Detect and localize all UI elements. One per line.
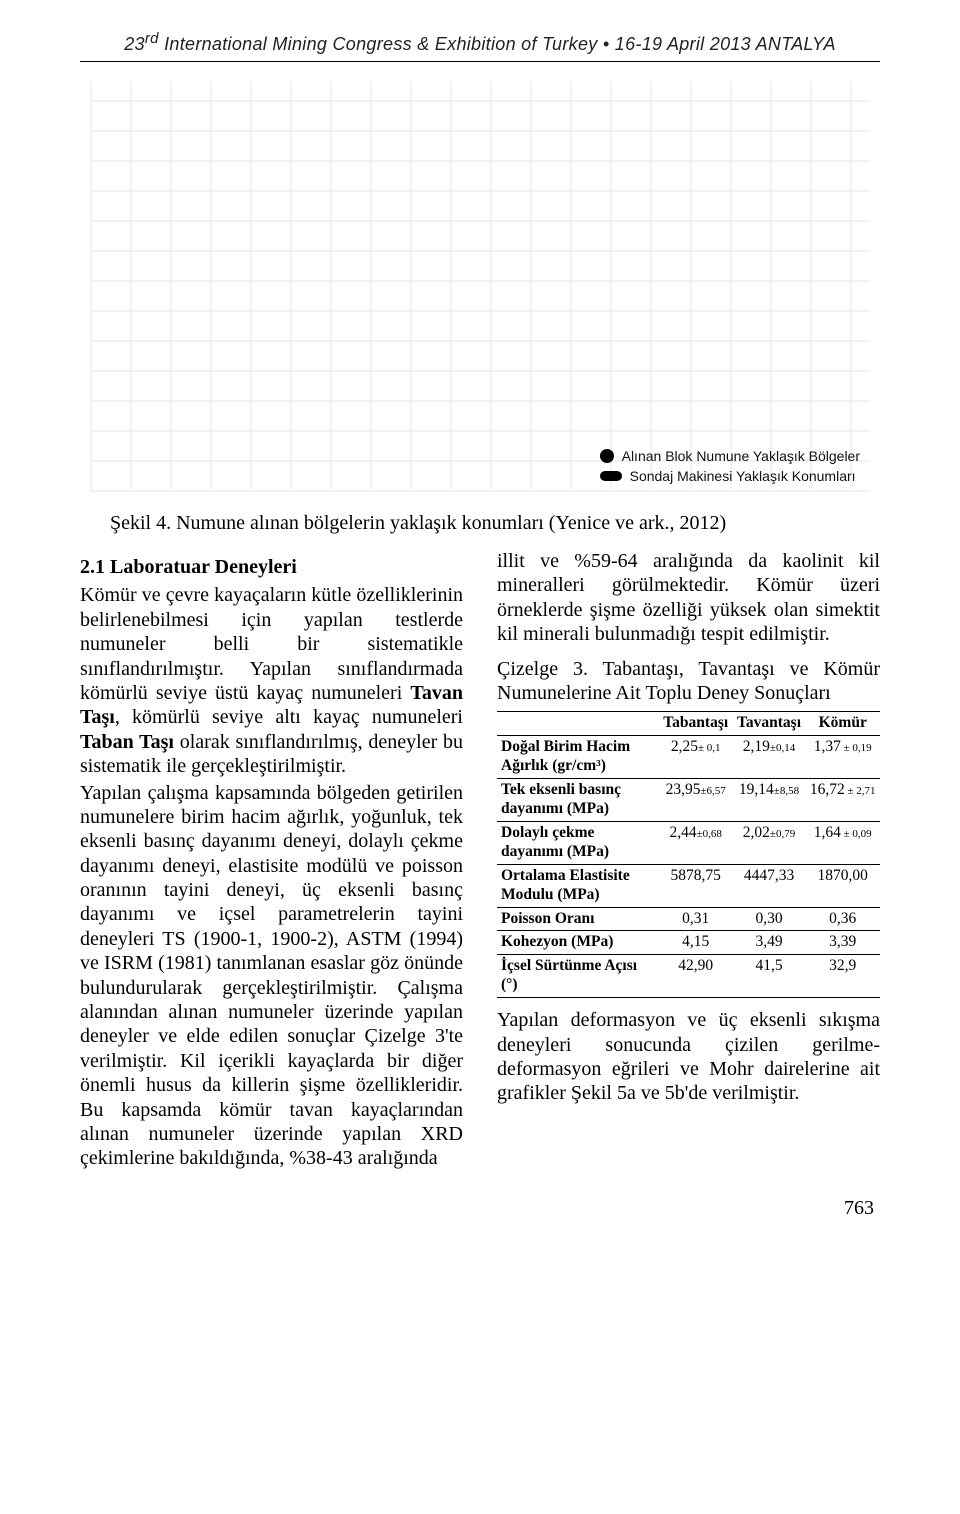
row-label: Dolaylı çekme dayanımı (MPa) xyxy=(497,821,659,864)
p1c: , kömürlü seviye altı kayaç numuneleri xyxy=(115,706,463,728)
page-number: 763 xyxy=(80,1197,880,1220)
page: 23rd International Mining Congress & Exh… xyxy=(0,0,960,1250)
th-blank xyxy=(497,712,659,736)
row-cell: 2,25± 0,1 xyxy=(659,736,733,779)
row-label: İçsel Sürtünme Açısı (°) xyxy=(497,955,659,998)
header-text: International Mining Congress & Exhibiti… xyxy=(164,34,836,54)
row-label: Doğal Birim Hacim Ağırlık (gr/cm³) xyxy=(497,736,659,779)
row-cell: 2,19±0,14 xyxy=(733,736,806,779)
legend-1-text: Alınan Blok Numune Yaklaşık Bölgeler xyxy=(622,448,860,464)
row-cell: 4447,33 xyxy=(733,864,806,907)
row-label: Poisson Oranı xyxy=(497,907,659,931)
legend-line-icon xyxy=(600,471,622,481)
row-label: Kohezyon (MPa) xyxy=(497,931,659,955)
legend-row-1: Alınan Blok Numune Yaklaşık Bölgeler xyxy=(600,448,860,464)
row-cell: 32,9 xyxy=(805,955,880,998)
right-paragraph-2: Yapılan deformasyon ve üç eksenli sıkışm… xyxy=(497,1008,880,1106)
row-cell: 16,72 ± 2,71 xyxy=(805,779,880,822)
legend-row-2: Sondaj Makinesi Yaklaşık Konumları xyxy=(600,468,860,484)
running-header: 23rd International Mining Congress & Exh… xyxy=(80,30,880,55)
legend-2-text: Sondaj Makinesi Yaklaşık Konumları xyxy=(630,468,856,484)
left-paragraph-1: Kömür ve çevre kayaçaların kütle özellik… xyxy=(80,583,463,778)
left-paragraph-2: Yapılan çalışma kapsamında bölgeden geti… xyxy=(80,781,463,1171)
row-cell: 4,15 xyxy=(659,931,733,955)
right-column: illit ve %59-64 aralığında da kaolinit k… xyxy=(497,549,880,1173)
left-column: 2.1 Laboratuar Deneyleri Kömür ve çevre … xyxy=(80,549,463,1173)
header-rule xyxy=(80,61,880,62)
table-row: Tek eksenli basınç dayanımı (MPa)23,95±6… xyxy=(497,779,880,822)
section-title: 2.1 Laboratuar Deneyleri xyxy=(80,555,463,579)
row-label: Ortalama Elastisite Modulu (MPa) xyxy=(497,864,659,907)
row-cell: 2,02±0,79 xyxy=(733,821,806,864)
row-cell: 23,95±6,57 xyxy=(659,779,733,822)
figure-4: Alınan Blok Numune Yaklaşık Bölgeler Son… xyxy=(80,72,880,502)
table-body: Doğal Birim Hacim Ağırlık (gr/cm³)2,25± … xyxy=(497,736,880,998)
row-cell: 41,5 xyxy=(733,955,806,998)
table-row: Poisson Oranı0,310,300,36 xyxy=(497,907,880,931)
results-table: Tabantaşı Tavantaşı Kömür Doğal Birim Ha… xyxy=(497,711,880,998)
row-cell: 1870,00 xyxy=(805,864,880,907)
row-cell: 1,37 ± 0,19 xyxy=(805,736,880,779)
row-cell: 0,30 xyxy=(733,907,806,931)
row-cell: 1,64 ± 0,09 xyxy=(805,821,880,864)
th-1: Tabantaşı xyxy=(659,712,733,736)
p1a: Kömür ve çevre kayaçaların kütle özellik… xyxy=(80,584,463,704)
row-cell: 19,14±8,58 xyxy=(733,779,806,822)
row-cell: 0,36 xyxy=(805,907,880,931)
table-row: Doğal Birim Hacim Ağırlık (gr/cm³)2,25± … xyxy=(497,736,880,779)
row-cell: 5878,75 xyxy=(659,864,733,907)
table-title: Çizelge 3. Tabantaşı, Tavantaşı ve Kömür… xyxy=(497,657,880,706)
legend-dot-icon xyxy=(600,449,614,463)
p1d: Taban Taşı xyxy=(80,731,174,753)
row-cell: 3,49 xyxy=(733,931,806,955)
figure-legend: Alınan Blok Numune Yaklaşık Bölgeler Son… xyxy=(600,444,860,484)
right-paragraph-1: illit ve %59-64 aralığında da kaolinit k… xyxy=(497,549,880,647)
th-3: Kömür xyxy=(805,712,880,736)
row-cell: 0,31 xyxy=(659,907,733,931)
text-columns: 2.1 Laboratuar Deneyleri Kömür ve çevre … xyxy=(80,549,880,1173)
row-cell: 3,39 xyxy=(805,931,880,955)
table-row: Ortalama Elastisite Modulu (MPa)5878,754… xyxy=(497,864,880,907)
map-diagram-placeholder xyxy=(90,82,870,492)
table-row: Kohezyon (MPa)4,153,493,39 xyxy=(497,931,880,955)
figure-caption: Şekil 4. Numune alınan bölgelerin yaklaş… xyxy=(110,512,880,535)
row-cell: 42,90 xyxy=(659,955,733,998)
table-row: İçsel Sürtünme Açısı (°)42,9041,532,9 xyxy=(497,955,880,998)
table-row: Dolaylı çekme dayanımı (MPa)2,44±0,682,0… xyxy=(497,821,880,864)
th-2: Tavantaşı xyxy=(733,712,806,736)
table-header-row: Tabantaşı Tavantaşı Kömür xyxy=(497,712,880,736)
row-cell: 2,44±0,68 xyxy=(659,821,733,864)
row-label: Tek eksenli basınç dayanımı (MPa) xyxy=(497,779,659,822)
